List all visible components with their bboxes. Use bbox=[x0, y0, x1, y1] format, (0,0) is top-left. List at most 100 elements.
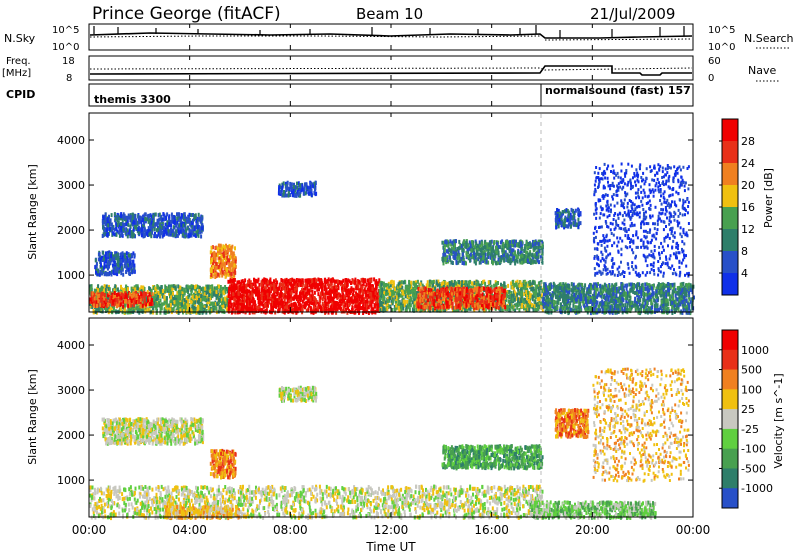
power-cell bbox=[198, 289, 201, 294]
power-cell bbox=[437, 279, 440, 284]
power-cell bbox=[194, 289, 197, 294]
power-cell bbox=[352, 292, 354, 297]
power-cell bbox=[151, 301, 154, 306]
power-cell bbox=[198, 285, 201, 290]
power-cell bbox=[406, 303, 409, 308]
power-cell bbox=[392, 299, 395, 304]
power-cell bbox=[348, 279, 351, 284]
power-cell bbox=[373, 277, 376, 282]
power-cell bbox=[313, 277, 316, 282]
power-cell bbox=[232, 292, 235, 297]
power-cell bbox=[440, 282, 443, 287]
power-cell bbox=[466, 283, 469, 288]
power-cell bbox=[534, 294, 537, 299]
power-cell bbox=[531, 294, 534, 299]
power-cell bbox=[117, 303, 120, 308]
power-cell bbox=[173, 300, 176, 305]
power-cell bbox=[361, 290, 364, 295]
power-cell bbox=[183, 300, 185, 305]
power-cell bbox=[542, 285, 545, 290]
power-cell bbox=[376, 301, 379, 306]
power-cell bbox=[217, 300, 220, 305]
power-cell bbox=[108, 299, 111, 304]
power-cell bbox=[166, 303, 169, 308]
power-cell bbox=[378, 278, 381, 283]
power-cell bbox=[154, 294, 157, 298]
power-cell bbox=[296, 287, 298, 292]
power-cell bbox=[503, 288, 506, 293]
power-cell bbox=[457, 290, 460, 295]
power-cell bbox=[299, 306, 302, 311]
power-cell bbox=[239, 302, 242, 307]
power-cell bbox=[309, 300, 311, 305]
power-cell bbox=[156, 303, 159, 308]
power-cell bbox=[274, 299, 277, 304]
power-cell bbox=[480, 281, 483, 285]
power-cell bbox=[116, 292, 118, 297]
power-cell bbox=[225, 287, 228, 291]
power-cell bbox=[134, 291, 137, 296]
power-cell bbox=[153, 295, 155, 300]
power-cell bbox=[418, 302, 421, 307]
nsearch-label: N.Search bbox=[744, 32, 794, 45]
power-cell bbox=[238, 305, 241, 310]
power-cell bbox=[295, 305, 298, 310]
power-cell bbox=[170, 295, 173, 300]
power-cell bbox=[297, 299, 300, 304]
power-cell bbox=[264, 286, 267, 291]
power-cell bbox=[369, 282, 372, 287]
power-cell bbox=[455, 281, 458, 286]
power-cell bbox=[135, 293, 138, 298]
power-cell bbox=[183, 298, 186, 303]
power-cell bbox=[243, 299, 246, 304]
power-cell bbox=[176, 295, 179, 299]
power-cell bbox=[330, 278, 333, 283]
power-cell bbox=[221, 302, 223, 307]
power-cell bbox=[383, 291, 386, 296]
power-cell bbox=[455, 302, 458, 307]
power-cell bbox=[227, 302, 230, 307]
power-cell bbox=[518, 284, 521, 289]
power-cell bbox=[182, 304, 185, 309]
power-cell bbox=[355, 298, 358, 303]
power-cell bbox=[290, 309, 293, 314]
nsky-spikes bbox=[93, 25, 685, 38]
power-cell bbox=[494, 294, 497, 299]
power-cell bbox=[358, 297, 361, 302]
power-cell bbox=[229, 296, 232, 301]
power-cell bbox=[475, 306, 478, 311]
power-cell bbox=[109, 295, 112, 300]
power-cell bbox=[138, 287, 141, 292]
power-cell bbox=[218, 297, 220, 302]
power-cell bbox=[280, 282, 283, 287]
power-cell bbox=[223, 303, 225, 308]
power-cell bbox=[458, 284, 460, 289]
freq-tick-high: 18 bbox=[62, 56, 75, 67]
power-cell bbox=[541, 289, 544, 294]
power-cell bbox=[190, 286, 193, 291]
power-cell bbox=[257, 277, 260, 282]
power-cell bbox=[175, 299, 178, 304]
power-cell bbox=[226, 301, 229, 306]
power-cell bbox=[319, 304, 322, 309]
power-cell bbox=[178, 290, 181, 294]
power-cell bbox=[534, 300, 537, 304]
power-cell bbox=[529, 303, 532, 308]
power-cell bbox=[120, 292, 123, 297]
power-cell bbox=[112, 307, 115, 312]
power-cell bbox=[195, 298, 198, 303]
power-cell bbox=[106, 293, 109, 298]
power-cell bbox=[458, 280, 461, 284]
power-cell bbox=[258, 301, 261, 306]
power-cell bbox=[355, 286, 358, 291]
power-cell bbox=[460, 298, 463, 303]
power-cell bbox=[537, 286, 540, 291]
power-cell bbox=[369, 292, 372, 297]
power-cell bbox=[607, 309, 610, 314]
power-cell bbox=[90, 299, 93, 304]
power-cell bbox=[345, 278, 348, 282]
power-cell bbox=[401, 291, 404, 296]
power-cell bbox=[408, 290, 411, 295]
power-cell bbox=[306, 301, 309, 306]
power-cell bbox=[307, 278, 310, 283]
